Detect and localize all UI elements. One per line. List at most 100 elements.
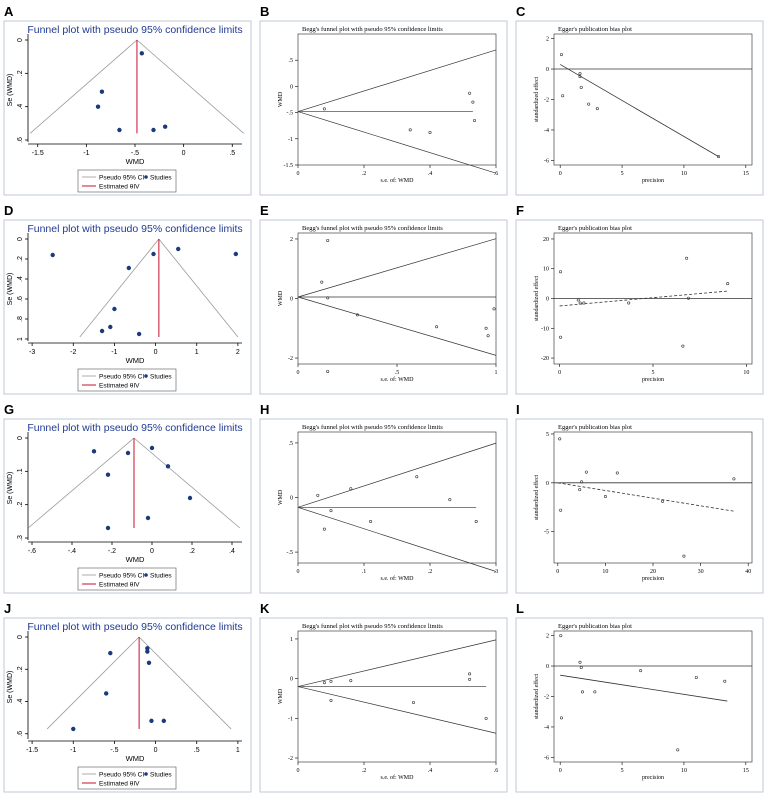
- study-point: [326, 369, 330, 373]
- y-tick-label: 0: [290, 677, 293, 683]
- x-tick-label: 0: [182, 150, 186, 157]
- y-tick-label: .2: [17, 666, 24, 672]
- chart-title: Begg's funnel plot with pseudo 95% confi…: [302, 26, 443, 33]
- pseudo-ci-right: [138, 636, 232, 730]
- study-point: [681, 344, 685, 348]
- y-tick-label: 2: [546, 37, 549, 43]
- study-point: [723, 679, 727, 683]
- y-tick-label: .4: [17, 104, 24, 110]
- y-tick-label: 0: [17, 38, 24, 42]
- pseudo-ci-lower: [297, 506, 497, 572]
- panel-l: L Egger's publication bias plot -6 -4 -2 0 2 0 5…: [515, 601, 764, 793]
- y-tick-label: .6: [17, 137, 24, 143]
- study-point: [369, 520, 373, 524]
- legend-box: [77, 567, 177, 591]
- x-tick-label: .6: [494, 171, 499, 177]
- pseudo-ci-right: [158, 238, 239, 338]
- y-tick-label: 5: [546, 432, 549, 438]
- study-point: [145, 649, 150, 654]
- study-point: [484, 716, 488, 720]
- x-axis-label: s.e. of: WMD: [381, 376, 415, 383]
- study-point: [661, 499, 665, 503]
- x-tick-label: -2: [70, 349, 76, 356]
- x-axis-label: precision: [642, 377, 664, 383]
- study-point: [176, 246, 181, 252]
- study-point: [676, 748, 680, 752]
- x-tick-label: 0: [297, 370, 300, 376]
- y-tick-label: .6: [17, 731, 24, 737]
- study-point: [316, 493, 320, 497]
- x-tick-label: 0: [154, 349, 158, 356]
- y-tick-label: 1: [17, 337, 24, 341]
- x-tick-label: 10: [681, 768, 687, 774]
- legend-theta-label: Estimated θIV: [99, 781, 140, 788]
- x-tick-label: .6: [494, 768, 499, 774]
- x-tick-label: 0: [556, 569, 559, 575]
- legend-studies-swatch: [144, 573, 148, 577]
- study-point: [580, 480, 584, 484]
- study-point: [161, 718, 167, 724]
- x-tick-label: -.2: [108, 548, 116, 555]
- study-point: [576, 298, 580, 302]
- y-tick-label: -.5: [287, 550, 294, 556]
- study-point: [149, 445, 155, 451]
- study-point: [139, 51, 145, 56]
- x-tick-label: .3: [494, 569, 499, 575]
- study-point: [428, 131, 432, 135]
- y-tick-label: 0: [17, 237, 24, 241]
- x-tick-label: .2: [362, 768, 367, 774]
- y-tick-label: 1: [290, 637, 293, 643]
- y-axis-label: Se (WMD): [7, 472, 14, 505]
- y-tick-label: -1: [288, 137, 293, 143]
- x-tick-label: 15: [743, 171, 749, 177]
- y-tick-label: .6: [17, 296, 24, 302]
- panel-label: E: [260, 203, 269, 218]
- x-tick-label: 15: [743, 768, 749, 774]
- plot-area: [297, 630, 497, 763]
- x-tick-label: 30: [698, 569, 704, 575]
- legend-ci-label: Pseudo 95% CI: [99, 374, 144, 381]
- x-tick-label: 0: [297, 569, 300, 575]
- study-point: [103, 691, 109, 696]
- x-axis-label: s.e. of: WMD: [381, 575, 415, 582]
- x-tick-label: -1: [70, 747, 76, 754]
- chart-title: Egger's publication bias plot: [558, 26, 632, 33]
- panel-c: C Egger's publication bias plot -6 -4 -2 0 2 0 5…: [515, 4, 764, 196]
- study-point: [105, 472, 111, 477]
- y-tick-label: -1: [288, 716, 293, 722]
- legend-ci-label: Pseudo 95% CI: [99, 772, 144, 779]
- panel-frame: [259, 617, 508, 793]
- y-tick-label: 0: [546, 67, 549, 73]
- panel-j: J Funnel plot with pseudo 95% confidence …: [3, 601, 252, 793]
- pseudo-ci-lower: [297, 686, 497, 734]
- study-point: [165, 464, 171, 469]
- y-axis-label: standardized effect: [533, 76, 540, 122]
- x-tick-label: .5: [229, 150, 235, 157]
- study-point: [558, 437, 562, 441]
- pseudo-ci-left: [29, 39, 138, 134]
- study-point: [329, 679, 333, 683]
- panel-label: A: [4, 4, 14, 19]
- panel-frame: [515, 20, 764, 196]
- y-tick-label: -1.5: [284, 163, 294, 169]
- study-point: [71, 726, 76, 732]
- legend-theta-label: Estimated θIV: [99, 582, 140, 589]
- study-point: [411, 700, 415, 704]
- study-point: [112, 306, 117, 312]
- x-tick-label: 2: [236, 349, 240, 356]
- x-axis-label: precision: [642, 576, 664, 582]
- study-point: [468, 91, 472, 95]
- study-point: [435, 325, 439, 329]
- panel-k: K Begg's funnel plot with pseudo 95% conf…: [259, 601, 508, 793]
- chart-title: Egger's publication bias plot: [558, 623, 632, 630]
- x-tick-label: .4: [428, 768, 433, 774]
- study-point: [578, 488, 582, 492]
- study-point: [187, 495, 193, 501]
- y-axis-label: Se (WMD): [7, 74, 14, 107]
- study-point: [151, 127, 156, 133]
- study-point: [145, 515, 151, 521]
- study-point: [593, 690, 597, 694]
- y-tick-label: 2: [546, 634, 549, 640]
- panel-label: K: [260, 601, 270, 616]
- panel-e: E Begg's funnel plot with pseudo 95% conf…: [259, 203, 508, 395]
